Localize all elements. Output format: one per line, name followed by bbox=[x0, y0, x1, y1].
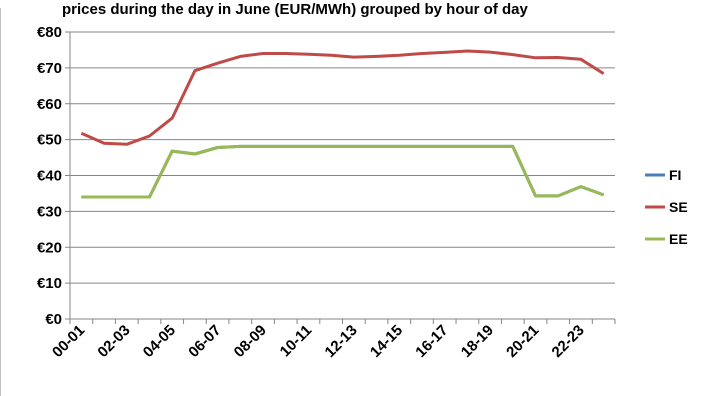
series-line-se bbox=[80, 49, 605, 146]
chart-title: prices during the day in June (EUR/MWh) … bbox=[62, 1, 529, 18]
legend-label-se: SE bbox=[669, 199, 688, 215]
series-line-ee bbox=[81, 144, 605, 199]
legend-label-ee: EE bbox=[669, 231, 688, 247]
y-tick-label: €60 bbox=[37, 96, 62, 113]
y-tick-label: €70 bbox=[37, 60, 62, 77]
y-tick-label: €40 bbox=[37, 168, 62, 185]
y-tick-label: €50 bbox=[37, 132, 62, 149]
y-tick-label: €20 bbox=[37, 239, 62, 256]
axes bbox=[69, 32, 616, 324]
y-tick-label: €80 bbox=[37, 24, 62, 41]
y-tick-labels: €0 €10 €20 €30 €40 €50 €60 €70 €80 bbox=[37, 24, 62, 328]
y-tick-label: €30 bbox=[37, 203, 62, 220]
y-tick-label: €0 bbox=[45, 311, 62, 328]
series-lines bbox=[80, 49, 605, 199]
y-tick-label: €10 bbox=[37, 275, 62, 292]
legend: FI SE EE bbox=[645, 167, 688, 247]
legend-label-fi: FI bbox=[669, 167, 681, 183]
